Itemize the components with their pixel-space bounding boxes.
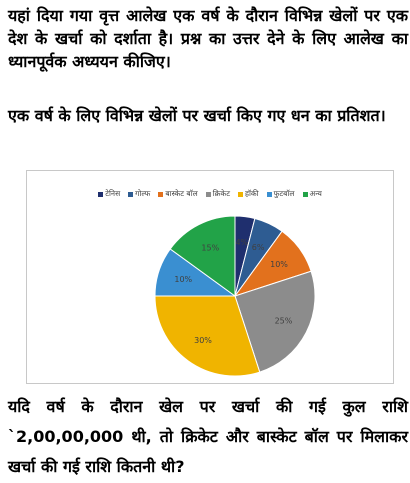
legend-swatch	[237, 191, 243, 197]
legend-item: गोल्फ	[128, 189, 150, 199]
pie-slice	[169, 215, 236, 297]
legend-label: क्रिकेट	[212, 189, 230, 198]
slice-label: 10%	[270, 260, 288, 269]
legend-swatch	[205, 191, 211, 197]
pie-plot: 4% 6% 10% 25% 30% 10% 15%	[154, 215, 316, 377]
slice-label: 30%	[194, 336, 212, 345]
legend-swatch	[128, 191, 134, 197]
pie-chart: टेनिस गोल्फ बास्केट बॉल क्रिकेट हॉकी फुटबॉल अन…	[26, 170, 394, 384]
legend-swatch	[302, 191, 308, 197]
legend-label: बास्केट बॉल	[165, 189, 198, 198]
question-prompt: यदि वर्ष के दौरान खेल पर खर्चा की गई कुल…	[8, 397, 408, 476]
chart-legend: टेनिस गोल्फ बास्केट बॉल क्रिकेट हॉकी फुटबॉल अन…	[27, 189, 393, 199]
pie-slice	[154, 295, 261, 377]
slice-label: 10%	[174, 275, 192, 284]
legend-label: गोल्फ	[135, 189, 151, 198]
chart-caption: एक वर्ष के लिए विभिन्न खेलों पर खर्चा कि…	[8, 106, 386, 125]
legend-swatch	[98, 191, 104, 197]
legend-label: अन्य	[309, 189, 322, 198]
question-intro: यहां दिया गया वृत्त आलेख एक वर्ष के दौरा…	[8, 6, 408, 71]
slice-label: 4%	[235, 238, 248, 247]
legend-item: क्रिकेट	[205, 189, 230, 199]
legend-item: अन्य	[302, 189, 322, 199]
legend-item: फुटबॉल	[266, 189, 295, 199]
pie-slice	[234, 270, 316, 373]
legend-item: टेनिस	[98, 189, 120, 199]
legend-item: हॉकी	[237, 189, 259, 199]
legend-label: हॉकी	[244, 189, 259, 198]
legend-swatch	[266, 191, 272, 197]
slice-label: 15%	[201, 244, 219, 253]
legend-item: बास्केट बॉल	[158, 189, 198, 199]
legend-swatch	[158, 191, 164, 197]
slice-label: 25%	[275, 317, 293, 326]
legend-label: टेनिस	[105, 189, 121, 198]
slice-label: 6%	[252, 243, 265, 252]
legend-label: फुटबॉल	[273, 189, 295, 198]
